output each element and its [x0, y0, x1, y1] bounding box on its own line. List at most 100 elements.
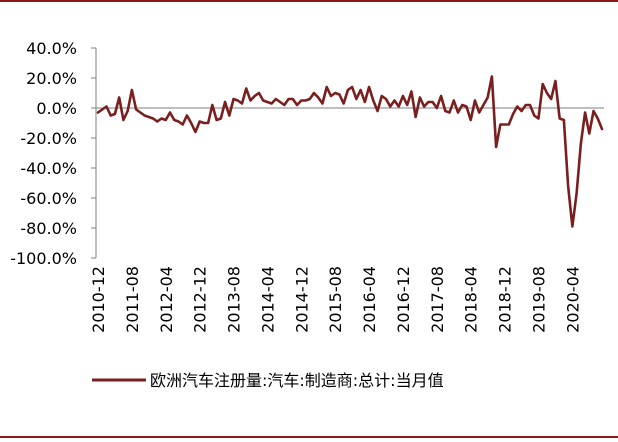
x-tick-label: 2019-08: [529, 266, 548, 333]
data-point: [262, 99, 265, 102]
data-point: [482, 104, 485, 106]
y-axis: 40.0% 20.0% 0.0% -20.0% -40.0% -60.0% -80.0% -1…: [10, 39, 97, 268]
y-tick-label: 40.0%: [26, 39, 77, 58]
data-point: [126, 110, 129, 112]
data-point: [414, 116, 417, 118]
data-point: [283, 104, 286, 106]
data-point: [313, 92, 315, 94]
data-point: [554, 80, 557, 82]
data-point: [287, 98, 290, 100]
y-tick-label: -60.0%: [20, 189, 77, 208]
x-tick-label: 2012-04: [157, 266, 176, 333]
data-point: [228, 114, 231, 117]
data-point: [270, 102, 273, 105]
data-point: [363, 101, 366, 103]
y-tick-label: 0.0%: [36, 99, 77, 118]
data-point: [427, 101, 430, 103]
data-point: [346, 89, 349, 91]
data-point: [342, 102, 345, 105]
series-line-0: [96, 75, 604, 228]
x-axis: 2010-12 2011-08 2012-04 2012-12 2013-08 2014-…: [89, 107, 604, 333]
data-point: [173, 119, 176, 121]
data-point: [368, 86, 370, 88]
data-point: [431, 101, 434, 103]
data-point: [457, 111, 459, 114]
data-point: [452, 99, 455, 102]
data-point: [147, 116, 150, 118]
x-tick-label: 2012-12: [191, 266, 210, 333]
data-point: [495, 146, 498, 148]
x-tick-label: 2015-08: [326, 266, 345, 333]
data-point: [529, 104, 531, 106]
data-point: [258, 92, 260, 94]
data-point: [232, 98, 235, 100]
data-point: [338, 93, 341, 96]
data-point: [596, 117, 599, 120]
data-point: [507, 123, 510, 126]
data-point: [567, 185, 570, 187]
data-point: [249, 99, 252, 102]
data-point: [389, 105, 392, 108]
data-point: [156, 120, 159, 123]
data-point: [601, 128, 603, 130]
data-point: [533, 114, 536, 117]
x-tick-label: 2014-12: [292, 266, 311, 333]
data-point: [160, 117, 163, 120]
data-point: [380, 95, 383, 97]
legend-label: 欧洲汽车注册量:汽车:制造商:总计:当月值: [150, 371, 444, 390]
data-point: [266, 101, 269, 103]
data-point: [253, 95, 256, 97]
data-point: [236, 99, 239, 102]
data-point: [393, 99, 396, 102]
data-point: [181, 123, 184, 126]
data-point: [177, 120, 180, 123]
data-point: [291, 98, 294, 100]
data-point: [423, 105, 426, 108]
data-point: [351, 86, 354, 88]
data-point: [537, 117, 540, 120]
data-point: [376, 110, 379, 112]
data-point: [592, 110, 595, 112]
data-point: [469, 119, 472, 121]
data-point: [558, 117, 561, 120]
data-point: [122, 119, 125, 121]
data-point: [194, 131, 197, 133]
data-point: [588, 132, 591, 135]
data-point: [503, 123, 506, 126]
data-point: [474, 99, 476, 102]
x-tick-label: 2018-12: [496, 266, 515, 333]
x-tick-label: 2020-04: [563, 266, 582, 333]
data-point: [152, 117, 154, 120]
data-point: [317, 96, 320, 99]
y-tick-label: -100.0%: [10, 249, 77, 268]
data-point: [490, 75, 493, 78]
data-point: [520, 110, 523, 112]
data-point: [359, 89, 362, 91]
legend: 欧洲汽车注册量:汽车:制造商:总计:当月值: [92, 371, 444, 390]
data-point: [584, 111, 586, 114]
data-point: [207, 122, 210, 124]
data-point: [186, 114, 188, 117]
data-point: [211, 104, 214, 106]
data-point: [101, 108, 104, 111]
data-point: [516, 105, 519, 108]
x-tick-label: 2014-04: [258, 266, 277, 333]
data-point: [355, 98, 358, 100]
data-point: [321, 102, 324, 105]
data-point: [410, 90, 413, 93]
data-point: [385, 98, 387, 100]
data-point: [198, 120, 201, 123]
x-tick-label: 2011-08: [123, 266, 142, 333]
data-point: [575, 192, 578, 195]
data-point: [512, 113, 514, 115]
data-point: [118, 96, 121, 99]
data-point: [546, 92, 548, 94]
data-point: [499, 123, 502, 126]
data-point: [245, 87, 248, 90]
data-point: [274, 98, 277, 100]
data-point: [202, 122, 205, 124]
x-tick-label: 2018-04: [462, 266, 481, 333]
x-tick-label: 2017-08: [428, 266, 447, 333]
